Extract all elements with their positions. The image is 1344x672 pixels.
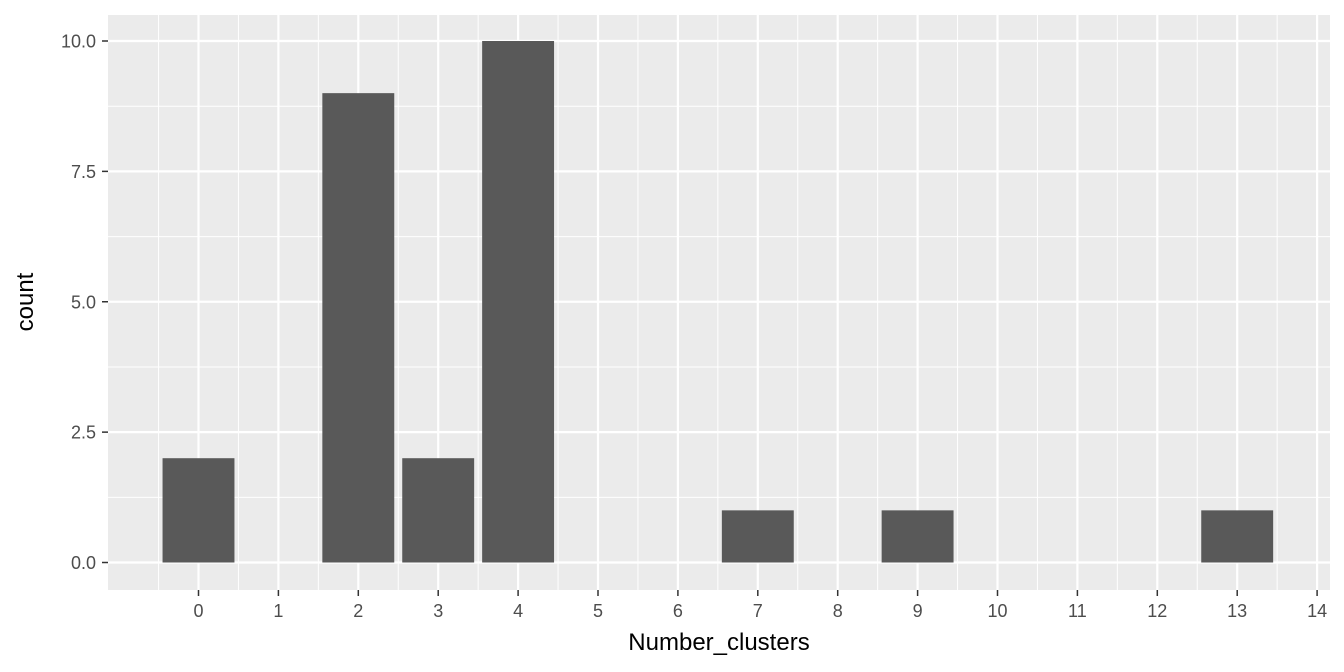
- bar-3: [402, 458, 475, 563]
- x-tick-label: 0: [193, 601, 203, 621]
- y-tick-label: 0.0: [71, 553, 96, 573]
- bar-4: [482, 41, 555, 563]
- x-axis: 0 1 2 3 4 5 6 7 8 9 10 11 12 13 14: [193, 590, 1327, 621]
- bar-9: [881, 510, 954, 563]
- x-tick-label: 9: [913, 601, 923, 621]
- x-tick-label: 7: [753, 601, 763, 621]
- y-axis-title: count: [12, 272, 39, 331]
- x-tick-label: 1: [273, 601, 283, 621]
- y-axis: 0.0 2.5 5.0 7.5 10.0: [61, 32, 108, 573]
- x-tick-label: 14: [1307, 601, 1327, 621]
- x-tick-label: 3: [433, 601, 443, 621]
- x-tick-label: 5: [593, 601, 603, 621]
- bar-13: [1201, 510, 1274, 563]
- bars: [162, 41, 1274, 563]
- bar-2: [322, 93, 395, 563]
- x-tick-label: 8: [833, 601, 843, 621]
- x-tick-label: 13: [1227, 601, 1247, 621]
- x-tick-label: 4: [513, 601, 523, 621]
- bar-0: [162, 458, 235, 563]
- x-tick-label: 6: [673, 601, 683, 621]
- x-tick-label: 2: [353, 601, 363, 621]
- x-axis-title: Number_clusters: [628, 629, 809, 656]
- x-tick-label: 10: [987, 601, 1007, 621]
- x-tick-label: 12: [1147, 601, 1167, 621]
- bar-7: [721, 510, 794, 563]
- y-tick-label: 10.0: [61, 32, 96, 52]
- y-tick-label: 7.5: [71, 162, 96, 182]
- x-tick-label: 11: [1068, 601, 1087, 621]
- y-tick-label: 2.5: [71, 423, 96, 443]
- y-tick-label: 5.0: [71, 292, 96, 312]
